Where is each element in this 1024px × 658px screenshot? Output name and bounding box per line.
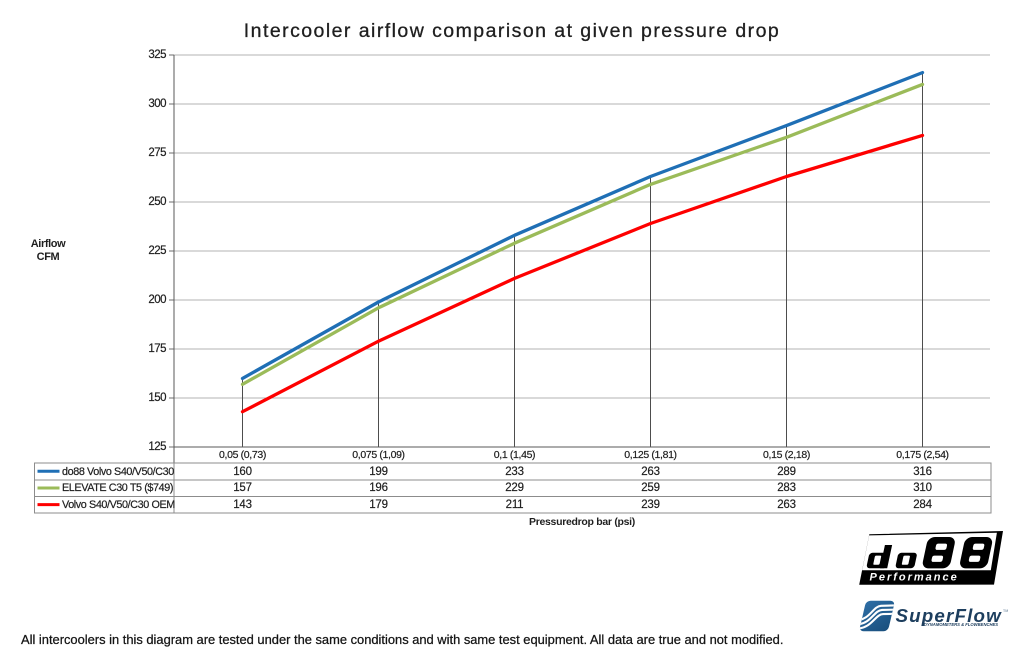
svg-text:TM: TM [1003, 609, 1008, 613]
svg-text:SuperFlow: SuperFlow [896, 604, 1003, 625]
svg-text:DYNAMOMETERS & FLOWBENCHES: DYNAMOMETERS & FLOWBENCHES [924, 622, 998, 627]
svg-text:Performance: Performance [870, 572, 959, 584]
